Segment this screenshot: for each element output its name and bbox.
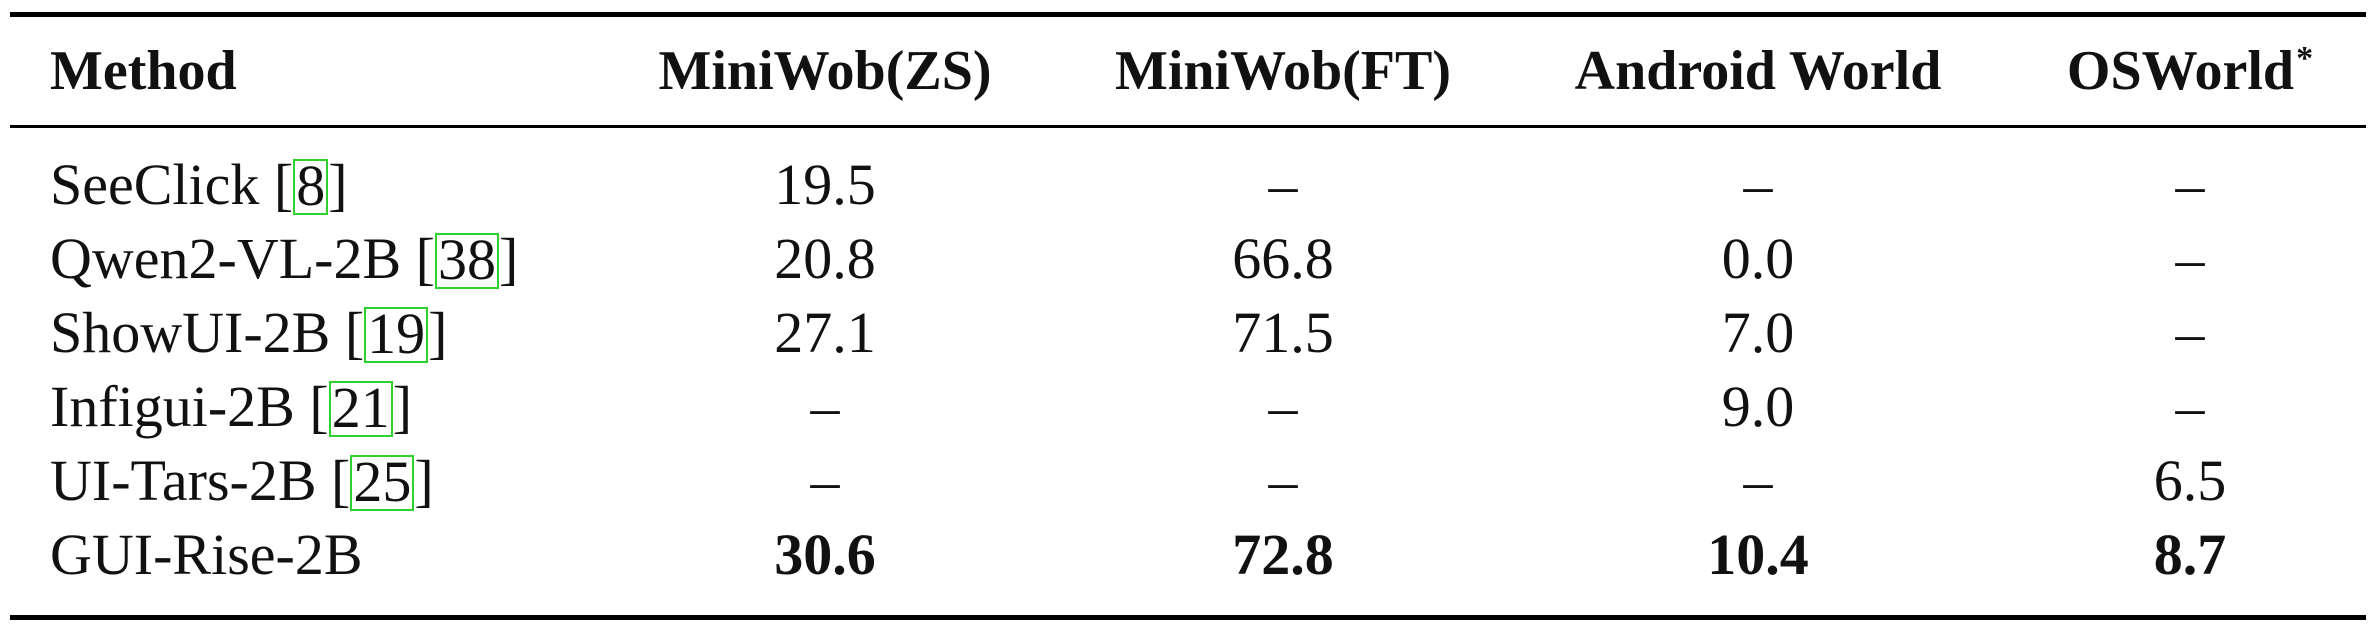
method-name: Qwen2-VL-2B bbox=[50, 226, 402, 291]
value-cell: – bbox=[2175, 300, 2205, 365]
header-miniwob-ft: MiniWob(FT) bbox=[1114, 40, 1452, 102]
value-cell: 27.1 bbox=[774, 300, 876, 365]
value-cell: 20.8 bbox=[774, 226, 876, 291]
header-miniwob-zs: MiniWob(ZS) bbox=[658, 40, 992, 102]
table-row: Qwen2-VL-2B [38] 20.8 66.8 0.0 – bbox=[0, 222, 2376, 296]
value-cell: – bbox=[1268, 152, 1298, 217]
method-name: SeeClick bbox=[50, 152, 260, 217]
value-cell: – bbox=[1743, 152, 1773, 217]
citation-link[interactable]: 19 bbox=[364, 304, 429, 363]
method-cell: Qwen2-VL-2B [38] bbox=[50, 226, 519, 292]
method-name: UI-Tars-2B bbox=[50, 448, 317, 513]
value-cell-best: 10.4 bbox=[1707, 522, 1809, 587]
table-row: UI-Tars-2B [25] – – – 6.5 bbox=[0, 444, 2376, 518]
method-name: ShowUI-2B bbox=[50, 300, 331, 365]
header-android-world: Android World bbox=[1574, 40, 1942, 102]
value-cell: 0.0 bbox=[1721, 226, 1795, 291]
value-cell: – bbox=[810, 374, 840, 439]
table-row-highlight: GUI-Rise-2B 30.6 72.8 10.4 8.7 bbox=[0, 518, 2376, 592]
value-cell: – bbox=[1743, 448, 1773, 513]
header-osworld-label: OSWorld bbox=[2066, 40, 2295, 102]
mid-rule bbox=[10, 125, 2366, 128]
value-cell: 9.0 bbox=[1721, 374, 1795, 439]
header-osworld: OSWorld* bbox=[2040, 34, 2340, 108]
value-cell: 7.0 bbox=[1721, 300, 1795, 365]
value-cell-best: 30.6 bbox=[774, 522, 876, 587]
value-cell: – bbox=[1268, 448, 1298, 513]
table-row: ShowUI-2B [19] 27.1 71.5 7.0 – bbox=[0, 296, 2376, 370]
bottom-rule bbox=[10, 615, 2366, 620]
citation-link[interactable]: 21 bbox=[328, 378, 393, 437]
header-osworld-superscript: * bbox=[2296, 40, 2314, 77]
method-name: GUI-Rise-2B bbox=[50, 522, 363, 587]
citation-link[interactable]: 38 bbox=[434, 230, 499, 289]
value-cell: – bbox=[2175, 374, 2205, 439]
method-cell: ShowUI-2B [19] bbox=[50, 300, 448, 366]
header-row: Method MiniWob(ZS) MiniWob(FT) Android W… bbox=[0, 34, 2376, 108]
top-rule bbox=[10, 12, 2366, 17]
value-cell-best: 72.8 bbox=[1232, 522, 1334, 587]
header-method: Method bbox=[50, 40, 237, 102]
citation-link[interactable]: 8 bbox=[293, 156, 329, 215]
method-cell: UI-Tars-2B [25] bbox=[50, 448, 434, 514]
value-cell: 19.5 bbox=[774, 152, 876, 217]
value-cell: 6.5 bbox=[2153, 448, 2227, 513]
table-row: Infigui-2B [21] – – 9.0 – bbox=[0, 370, 2376, 444]
value-cell: – bbox=[810, 448, 840, 513]
method-cell: Infigui-2B [21] bbox=[50, 374, 413, 440]
value-cell: – bbox=[2175, 152, 2205, 217]
value-cell: 71.5 bbox=[1232, 300, 1334, 365]
method-name: Infigui-2B bbox=[50, 374, 295, 439]
value-cell: – bbox=[1268, 374, 1298, 439]
value-cell: 66.8 bbox=[1232, 226, 1334, 291]
method-cell: SeeClick [8] bbox=[50, 152, 348, 218]
table-row: SeeClick [8] 19.5 – – – bbox=[0, 148, 2376, 222]
citation-link[interactable]: 25 bbox=[350, 452, 415, 511]
value-cell-best: 8.7 bbox=[2153, 522, 2227, 587]
value-cell: – bbox=[2175, 226, 2205, 291]
